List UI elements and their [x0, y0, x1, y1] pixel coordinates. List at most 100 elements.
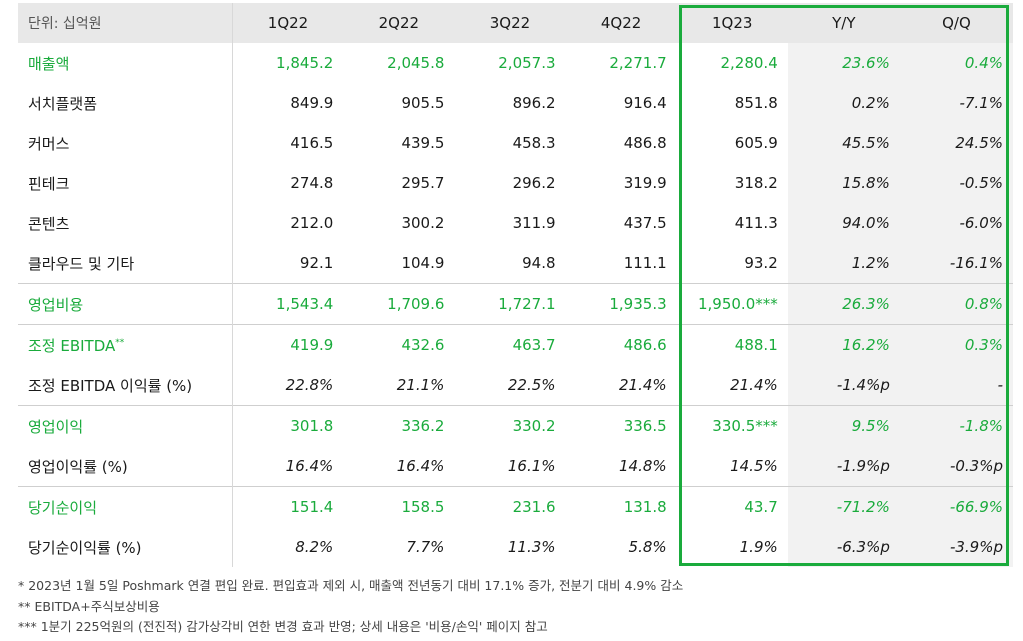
footnote-1: * 2023년 1월 5일 Poshmark 연결 편입 완료. 편입효과 제외…: [18, 578, 684, 593]
cell-qq: 0.4%: [899, 43, 1013, 83]
cell-1q23: 2,280.4: [720, 54, 778, 72]
cell-qq: -7.1%: [899, 83, 1013, 123]
row-label: 영업이익: [18, 405, 233, 446]
cell-qq: -: [899, 365, 1013, 406]
cell-1q22: 1,543.4: [232, 283, 344, 325]
cell-2q22: 295.7: [401, 174, 445, 192]
row-label: 커머스: [18, 123, 233, 163]
cell-1q22: 151.4: [232, 486, 344, 527]
cell-1q22: 416.5: [290, 134, 334, 152]
cell-yy: -1.9%p: [787, 446, 900, 487]
cell-4q22: 5.8%: [628, 538, 667, 556]
unit-label: 단위: 십억원: [18, 3, 233, 43]
cell-2q22: 158.5: [343, 486, 455, 527]
footnote-marker: **: [115, 337, 125, 348]
cell-qq: -3.9%p: [899, 527, 1013, 567]
col-header-4q22: 4Q22: [565, 3, 677, 43]
cell-1q22: 212.0: [290, 214, 334, 232]
cell-1q22: 92.1: [299, 254, 334, 272]
cell-4q22: 916.4: [623, 94, 667, 112]
row-fintech: 핀테크 274.8 295.7 296.2 319.9 318.2 15.8% …: [18, 163, 1013, 203]
cell-3q22: 1,727.1: [454, 283, 566, 325]
cell-3q22: 2,057.3: [498, 54, 556, 72]
cell-2q22: 7.7%: [406, 538, 445, 556]
cell-1q23: 21.4%: [730, 376, 778, 394]
cell-3q22: 11.3%: [507, 538, 556, 556]
row-commerce: 커머스 416.5 439.5 458.3 486.8 605.9 45.5% …: [18, 123, 1013, 163]
cell-3q22: 330.2: [454, 405, 566, 446]
footnotes: * 2023년 1월 5일 Poshmark 연결 편입 완료. 편입효과 제외…: [18, 576, 683, 638]
row-label: 콘텐츠: [18, 203, 233, 243]
cell-2q22: 439.5: [401, 134, 445, 152]
table-header-row: 단위: 십억원 1Q22 2Q22 3Q22 4Q22 1Q23 Y/Y Q/Q: [18, 3, 1013, 43]
row-adjusted-ebitda-margin: 조정 EBITDA 이익률 (%) 22.8% 21.1% 22.5% 21.4…: [18, 365, 1013, 406]
row-label: 당기순이익: [18, 486, 233, 527]
cell-yy: -71.2%: [787, 486, 900, 527]
col-header-2q22: 2Q22: [343, 3, 455, 43]
cell-yy: 94.0%: [787, 203, 900, 243]
cell-2q22: 300.2: [401, 214, 445, 232]
cell-1q22: 419.9: [232, 324, 344, 365]
cell-1q23: 330.5***: [676, 405, 788, 446]
row-net-margin: 당기순이익률 (%) 8.2% 7.7% 11.3% 5.8% 1.9% -6.…: [18, 527, 1013, 567]
cell-4q22: 2,271.7: [609, 54, 667, 72]
cell-1q23: 1.9%: [739, 538, 778, 556]
cell-yy: -6.3%p: [787, 527, 900, 567]
cell-2q22: 2,045.8: [387, 54, 445, 72]
row-net-income: 당기순이익 151.4 158.5 231.6 131.8 43.7 -71.2…: [18, 486, 1013, 527]
cell-2q22: 21.1%: [396, 376, 445, 394]
cell-2q22: 1,709.6: [343, 283, 455, 325]
cell-1q23: 851.8: [734, 94, 778, 112]
cell-1q22: 8.2%: [295, 538, 334, 556]
cell-qq: 24.5%: [899, 123, 1013, 163]
cell-qq: 0.8%: [899, 283, 1013, 325]
cell-1q23: 93.2: [744, 254, 778, 272]
cell-1q22: 22.8%: [285, 376, 334, 394]
cell-qq: 0.3%: [899, 324, 1013, 365]
row-adjusted-ebitda: 조정 EBITDA** 419.9 432.6 463.7 486.6 488.…: [18, 324, 1013, 365]
cell-3q22: 463.7: [454, 324, 566, 365]
row-search-platform: 서치플랫폼 849.9 905.5 896.2 916.4 851.8 0.2%…: [18, 83, 1013, 123]
footnote-2: ** EBITDA+주식보상비용: [18, 598, 160, 614]
cell-yy: 0.2%: [787, 83, 900, 123]
cell-yy: 26.3%: [787, 283, 900, 325]
row-label: 영업비용: [18, 283, 233, 325]
cell-2q22: 905.5: [401, 94, 445, 112]
cell-2q22: 432.6: [343, 324, 455, 365]
col-header-1q22: 1Q22: [232, 3, 344, 43]
cell-4q22: 437.5: [623, 214, 667, 232]
row-label: 매출액: [18, 43, 233, 83]
cell-qq: -16.1%: [899, 243, 1013, 284]
cell-1q23: 605.9: [734, 134, 778, 152]
cell-1q22: 1,845.2: [276, 54, 334, 72]
row-cloud-and-others: 클라우드 및 기타 92.1 104.9 94.8 111.1 93.2 1.2…: [18, 243, 1013, 284]
cell-3q22: 296.2: [512, 174, 556, 192]
cell-1q22: 274.8: [290, 174, 334, 192]
cell-3q22: 311.9: [512, 214, 556, 232]
cell-1q23: 14.5%: [730, 457, 778, 475]
cell-2q22: 336.2: [343, 405, 455, 446]
cell-3q22: 231.6: [454, 486, 566, 527]
cell-4q22: 336.5: [565, 405, 677, 446]
cell-3q22: 22.5%: [507, 376, 556, 394]
cell-3q22: 896.2: [512, 94, 556, 112]
row-label: 영업이익률 (%): [18, 446, 233, 487]
row-revenue: 매출액 1,845.2 2,045.8 2,057.3 2,271.7 2,28…: [18, 43, 1013, 83]
cell-yy: 9.5%: [787, 405, 900, 446]
cell-4q22: 486.6: [565, 324, 677, 365]
row-label: 당기순이익률 (%): [18, 527, 233, 567]
col-header-qq: Q/Q: [899, 3, 1013, 43]
cell-4q22: 486.8: [623, 134, 667, 152]
cell-3q22: 16.1%: [507, 457, 556, 475]
col-header-1q23: 1Q23: [676, 3, 788, 43]
row-label: 조정 EBITDA**: [18, 324, 233, 365]
cell-1q23: 43.7: [676, 486, 788, 527]
row-label: 클라우드 및 기타: [18, 243, 233, 284]
row-label: 서치플랫폼: [18, 83, 233, 123]
cell-4q22: 1,935.3: [565, 283, 677, 325]
cell-1q23: 318.2: [734, 174, 778, 192]
row-operating-margin: 영업이익률 (%) 16.4% 16.4% 16.1% 14.8% 14.5% …: [18, 446, 1013, 487]
cell-yy: 16.2%: [787, 324, 900, 365]
cell-qq: -1.8%: [899, 405, 1013, 446]
row-operating-expenses: 영업비용 1,543.4 1,709.6 1,727.1 1,935.3 1,9…: [18, 283, 1013, 325]
